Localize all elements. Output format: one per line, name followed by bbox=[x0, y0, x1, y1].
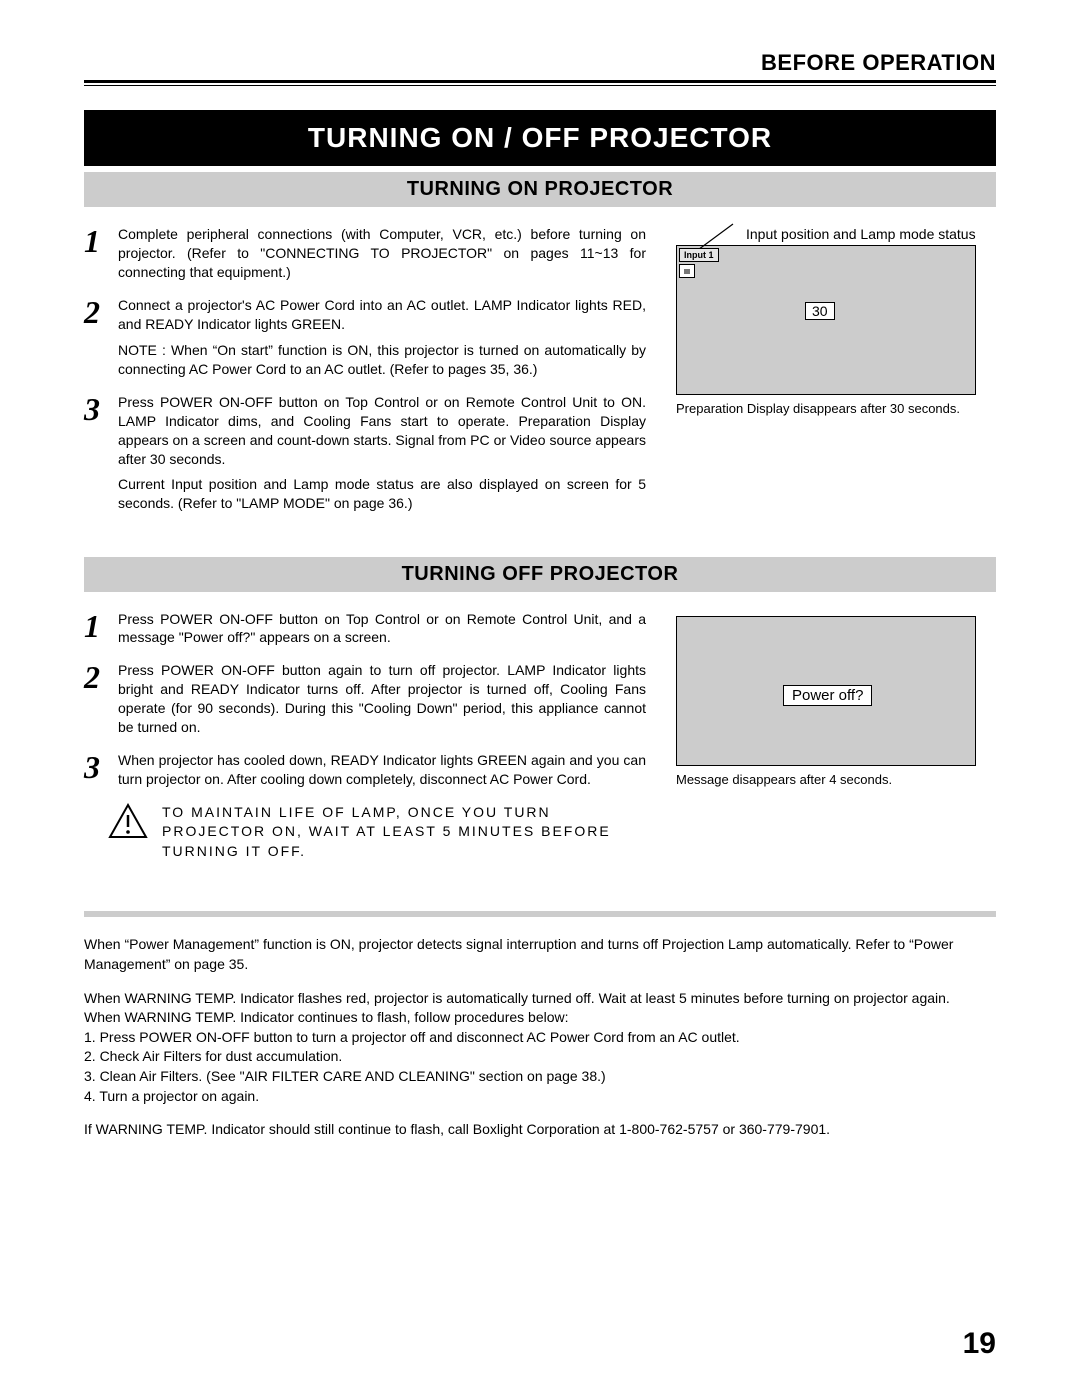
off-step-3: 3 When projector has cooled down, READY … bbox=[84, 751, 646, 789]
step-note: Current Input position and Lamp mode sta… bbox=[118, 475, 646, 513]
step-text: Complete peripheral connections (with Co… bbox=[118, 225, 646, 282]
step-main-text: Connect a projector's AC Power Cord into… bbox=[118, 297, 646, 332]
rule-thin bbox=[84, 85, 996, 86]
on-step-1: 1 Complete peripheral connections (with … bbox=[84, 225, 646, 282]
step-number: 2 bbox=[84, 296, 118, 380]
poweroff-label: Power off? bbox=[783, 685, 872, 706]
note-p2: When WARNING TEMP. Indicator flashes red… bbox=[84, 989, 996, 1107]
step-number: 3 bbox=[84, 751, 118, 789]
fig1-top-caption: Input position and Lamp mode status bbox=[746, 225, 996, 243]
step-text: Press POWER ON-OFF button on Top Control… bbox=[118, 393, 646, 512]
poweroff-display-box: Power off? bbox=[676, 616, 976, 766]
step-text: When projector has cooled down, READY In… bbox=[118, 751, 646, 789]
step-note: NOTE : When “On start” function is ON, t… bbox=[118, 341, 646, 379]
step-number: 1 bbox=[84, 610, 118, 648]
step-main-text: Press POWER ON-OFF button on Top Control… bbox=[118, 394, 646, 467]
step-text: Connect a projector's AC Power Cord into… bbox=[118, 296, 646, 380]
step-number: 2 bbox=[84, 661, 118, 737]
fig1-bottom-caption: Preparation Display disappears after 30 … bbox=[676, 401, 996, 416]
warning-text: TO MAINTAIN LIFE OF LAMP, ONCE YOU TURN … bbox=[162, 803, 646, 862]
step-number: 1 bbox=[84, 225, 118, 282]
on-section-row: 1 Complete peripheral connections (with … bbox=[84, 225, 996, 527]
off-section-title: TURNING OFF PROJECTOR bbox=[84, 557, 996, 592]
page-number: 19 bbox=[963, 1327, 996, 1361]
notes-block: When “Power Management” function is ON, … bbox=[84, 935, 996, 1139]
note-p1: When “Power Management” function is ON, … bbox=[84, 935, 996, 974]
warning-icon bbox=[108, 803, 148, 844]
off-section-row: 1 Press POWER ON-OFF button on Top Contr… bbox=[84, 610, 996, 882]
fig2-bottom-caption: Message disappears after 4 seconds. bbox=[676, 772, 996, 787]
section-heading: BEFORE OPERATION bbox=[84, 50, 996, 76]
off-steps: 1 Press POWER ON-OFF button on Top Contr… bbox=[84, 610, 646, 882]
preparation-display-box: Input 1 30 bbox=[676, 245, 976, 395]
off-step-1: 1 Press POWER ON-OFF button on Top Contr… bbox=[84, 610, 646, 648]
lamp-mode-icon bbox=[679, 264, 695, 278]
note-p3: If WARNING TEMP. Indicator should still … bbox=[84, 1120, 996, 1140]
off-figure-col: Power off? Message disappears after 4 se… bbox=[676, 610, 996, 882]
on-section-title: TURNING ON PROJECTOR bbox=[84, 172, 996, 207]
rule-thick bbox=[84, 80, 996, 83]
countdown-value: 30 bbox=[805, 302, 835, 320]
warning-row: TO MAINTAIN LIFE OF LAMP, ONCE YOU TURN … bbox=[108, 803, 646, 862]
on-figure-col: Input position and Lamp mode status Inpu… bbox=[676, 225, 996, 527]
divider bbox=[84, 911, 996, 917]
step-text: Press POWER ON-OFF button again to turn … bbox=[118, 661, 646, 737]
on-step-3: 3 Press POWER ON-OFF button on Top Contr… bbox=[84, 393, 646, 512]
input-label: Input 1 bbox=[679, 248, 719, 262]
step-number: 3 bbox=[84, 393, 118, 512]
main-title: TURNING ON / OFF PROJECTOR bbox=[84, 110, 996, 166]
step-text: Press POWER ON-OFF button on Top Control… bbox=[118, 610, 646, 648]
on-step-2: 2 Connect a projector's AC Power Cord in… bbox=[84, 296, 646, 380]
off-step-2: 2 Press POWER ON-OFF button again to tur… bbox=[84, 661, 646, 737]
on-steps: 1 Complete peripheral connections (with … bbox=[84, 225, 646, 527]
